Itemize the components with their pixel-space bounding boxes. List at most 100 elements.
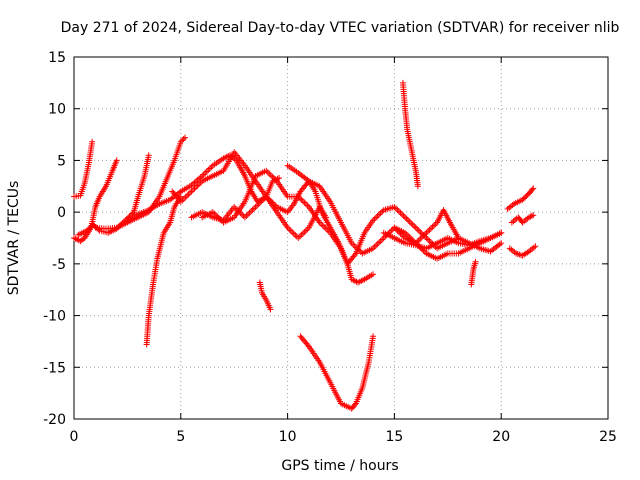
- y-tick-label: 5: [57, 153, 66, 169]
- data-point: [292, 232, 299, 239]
- data-point: [424, 228, 431, 235]
- data-point: [243, 212, 250, 219]
- data-point: [377, 210, 384, 217]
- data-point: [472, 258, 479, 265]
- series-arc-f: [124, 152, 283, 224]
- x-axis-label: GPS time / hours: [281, 458, 398, 474]
- y-tick-label: 0: [57, 205, 66, 221]
- data-point: [302, 227, 309, 234]
- data-point: [431, 222, 438, 229]
- data-point: [246, 209, 253, 216]
- series-arc-a: [71, 138, 96, 200]
- data-point: [379, 236, 386, 243]
- data-point: [194, 176, 201, 183]
- x-tick-label: 0: [70, 429, 79, 445]
- data-point: [395, 208, 402, 215]
- y-tick-label: 10: [48, 102, 66, 118]
- data-point: [411, 223, 418, 230]
- data-point: [426, 226, 433, 233]
- series-arc-o: [297, 333, 377, 412]
- data-point: [295, 235, 302, 241]
- data-point: [371, 215, 378, 222]
- data-point: [414, 183, 421, 190]
- data-point: [180, 136, 187, 143]
- data-point: [299, 198, 306, 205]
- data-point: [373, 242, 380, 249]
- data-point: [302, 201, 309, 208]
- data-point: [392, 205, 399, 212]
- data-point: [304, 342, 311, 349]
- data-point: [415, 227, 422, 234]
- plot-frame: [73, 56, 609, 420]
- data-point: [202, 169, 209, 176]
- data-point: [182, 194, 189, 201]
- series-arc-k: [399, 79, 421, 190]
- data-point: [323, 214, 330, 221]
- series-arc-r: [506, 243, 539, 259]
- data-point: [241, 214, 248, 221]
- data-point: [89, 138, 96, 145]
- data-point: [290, 230, 297, 237]
- data-point: [370, 333, 377, 340]
- axis-ticks: 0 5 10 15 20 25 -20 -15 -10 -5 0 5 10 15: [43, 50, 617, 445]
- data-point: [190, 186, 197, 193]
- data-point: [318, 220, 325, 227]
- data-point: [400, 212, 407, 219]
- data-point: [298, 232, 305, 239]
- data-point: [188, 188, 195, 195]
- data-point: [191, 179, 198, 186]
- data-point: [399, 211, 406, 218]
- data-point: [406, 218, 413, 225]
- data-point: [373, 214, 380, 221]
- data-point: [527, 213, 534, 220]
- data-point: [397, 209, 404, 216]
- series-arc-s: [508, 212, 537, 226]
- series-arc-l: [391, 207, 505, 255]
- data-point: [428, 225, 435, 232]
- y-tick-label: -5: [52, 257, 66, 273]
- data-point: [287, 227, 294, 234]
- data-point: [186, 189, 193, 196]
- data-point: [319, 222, 326, 229]
- data-point: [351, 251, 358, 258]
- data-point: [530, 212, 537, 219]
- y-tick-label: -20: [43, 412, 66, 428]
- series-arc-n: [256, 279, 274, 313]
- data-point: [530, 185, 537, 192]
- data-point: [193, 178, 200, 185]
- data-point: [267, 172, 274, 179]
- series-arc-p: [468, 258, 479, 288]
- data-point: [405, 217, 412, 224]
- grid-lines: [74, 57, 608, 419]
- data-point: [525, 214, 532, 221]
- data-point: [304, 202, 311, 209]
- data-point: [301, 229, 308, 236]
- data-point: [182, 134, 189, 141]
- y-tick-label: -15: [43, 360, 66, 376]
- x-tick-label: 10: [279, 429, 297, 445]
- data-point: [185, 191, 192, 198]
- x-tick-label: 25: [599, 429, 617, 445]
- data-point: [424, 236, 431, 243]
- series-arc-e: [143, 193, 184, 348]
- data-point: [177, 138, 184, 145]
- data-point: [183, 192, 190, 199]
- data-point: [429, 223, 436, 230]
- x-tick-label: 20: [492, 429, 510, 445]
- y-tick-label: -10: [43, 309, 66, 325]
- data-point: [276, 175, 283, 182]
- data-point: [296, 233, 303, 240]
- data-point: [412, 224, 419, 231]
- series-arc-j: [284, 162, 505, 262]
- data-marks: [71, 79, 539, 412]
- data-point: [321, 223, 328, 230]
- data-point: [374, 212, 381, 219]
- series-arc-i: [188, 193, 330, 241]
- data-point: [403, 215, 410, 222]
- data-point: [208, 164, 215, 171]
- data-point: [409, 221, 416, 228]
- data-point: [205, 167, 212, 174]
- data-point: [498, 229, 505, 236]
- data-point: [370, 271, 377, 278]
- data-point: [196, 181, 203, 188]
